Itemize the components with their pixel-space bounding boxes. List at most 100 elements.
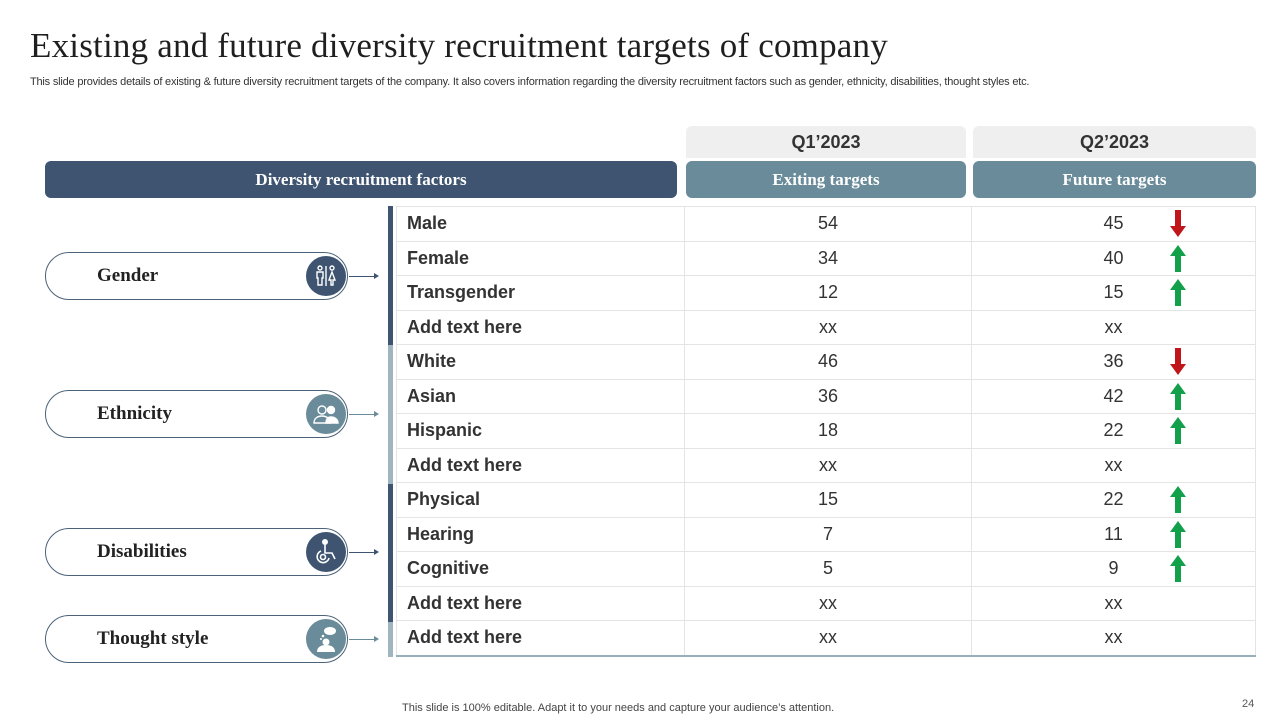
future-target-value: 22 xyxy=(1103,420,1124,441)
category-label: Disabilities xyxy=(97,541,187,562)
restroom-icon xyxy=(306,256,346,296)
table-row: Add text here xx xx xyxy=(396,447,1256,483)
row-label: Cognitive xyxy=(396,551,685,587)
thought-style-connector xyxy=(349,636,379,642)
future-target-value: 36 xyxy=(1103,351,1124,372)
future-target-cell: xx xyxy=(971,447,1256,483)
table-row: Physical 15 22 xyxy=(396,482,1256,518)
table-row: Add text here xx xx xyxy=(396,585,1256,621)
row-label: Hispanic xyxy=(396,413,685,449)
category-disabilities: Disabilities xyxy=(45,528,348,576)
row-label: Add text here xyxy=(396,620,685,656)
future-target-value: 15 xyxy=(1103,282,1124,303)
future-target-value: 22 xyxy=(1103,489,1124,510)
table-row: Hearing 7 11 xyxy=(396,516,1256,552)
arrow-up-icon xyxy=(1170,520,1186,548)
ethnicity-group-line xyxy=(388,345,393,484)
thinking-person-icon xyxy=(306,619,346,659)
arrow-down-icon xyxy=(1170,210,1186,237)
future-target-cell: xx xyxy=(971,620,1256,656)
future-target-value: 9 xyxy=(1108,558,1119,579)
existing-target-cell: 15 xyxy=(684,482,972,518)
table-row: Asian 36 42 xyxy=(396,378,1256,414)
arrow-up-icon xyxy=(1170,279,1186,306)
category-label: Ethnicity xyxy=(97,403,172,424)
future-target-cell: 9 xyxy=(971,551,1256,587)
future-target-value: xx xyxy=(1104,592,1123,613)
page-title: Existing and future diversity recruitmen… xyxy=(30,26,888,65)
people-group-icon xyxy=(306,394,346,434)
future-target-cell: 40 xyxy=(971,240,1256,276)
row-label: Hearing xyxy=(396,516,685,552)
existing-target-cell: 5 xyxy=(684,551,972,587)
row-label: Asian xyxy=(396,378,685,414)
row-label: Add text here xyxy=(396,447,685,483)
future-targets-header: Future targets xyxy=(973,161,1256,198)
table-row: Transgender 12 15 xyxy=(396,275,1256,311)
existing-target-cell: 36 xyxy=(684,378,972,414)
future-target-value: 45 xyxy=(1103,213,1124,234)
row-label: White xyxy=(396,344,685,380)
page-subtitle: This slide provides details of existing … xyxy=(30,76,1030,88)
table-row: Female 34 40 xyxy=(396,240,1256,276)
table-row: Hispanic 18 22 xyxy=(396,413,1256,449)
arrow-up-icon xyxy=(1170,555,1186,582)
ethnicity-connector xyxy=(349,411,379,417)
existing-target-cell: 46 xyxy=(684,344,972,380)
footer-note: This slide is 100% editable. Adapt it to… xyxy=(402,702,835,714)
gender-connector xyxy=(349,273,379,279)
existing-target-cell: 54 xyxy=(684,206,972,242)
arrow-up-icon xyxy=(1170,486,1186,513)
table-row: Add text here xx xx xyxy=(396,620,1256,656)
future-target-value: xx xyxy=(1104,454,1123,475)
row-label: Add text here xyxy=(396,585,685,621)
row-label: Male xyxy=(396,206,685,242)
existing-target-cell: 7 xyxy=(684,516,972,552)
existing-target-cell: 18 xyxy=(684,413,972,449)
existing-target-cell: xx xyxy=(684,620,972,656)
arrow-up-icon xyxy=(1170,244,1186,272)
arrow-down-icon xyxy=(1170,348,1186,375)
future-target-cell: xx xyxy=(971,585,1256,621)
existing-target-cell: xx xyxy=(684,585,972,621)
arrow-up-icon xyxy=(1170,382,1186,410)
category-gender: Gender xyxy=(45,252,348,300)
existing-target-cell: xx xyxy=(684,309,972,345)
table-row: Male 54 45 xyxy=(396,206,1256,242)
existing-target-cell: 34 xyxy=(684,240,972,276)
factors-header-bar: Diversity recruitment factors xyxy=(45,161,677,198)
future-target-value: xx xyxy=(1104,316,1123,337)
future-target-cell: 45 xyxy=(971,206,1256,242)
future-target-cell: 15 xyxy=(971,275,1256,311)
arrow-up-icon xyxy=(1170,417,1186,444)
future-target-cell: 22 xyxy=(971,482,1256,518)
future-target-value: 42 xyxy=(1103,385,1124,406)
category-thought-style: Thought style xyxy=(45,615,348,663)
future-target-value: xx xyxy=(1104,627,1123,648)
table-row: Add text here xx xx xyxy=(396,309,1256,345)
category-ethnicity: Ethnicity xyxy=(45,390,348,438)
future-target-cell: xx xyxy=(971,309,1256,345)
disabilities-connector xyxy=(349,549,379,555)
quarter-header-q1: Q1’2023 xyxy=(686,126,966,158)
future-target-value: 40 xyxy=(1103,247,1124,268)
gender-group-line xyxy=(388,206,393,345)
quarter-header-q2: Q2’2023 xyxy=(973,126,1256,158)
disabilities-group-line xyxy=(388,484,393,622)
category-label: Gender xyxy=(97,265,159,286)
wheelchair-icon xyxy=(306,532,346,572)
targets-table: Male 54 45 Female 34 40 Transgender 12 15 Add tex… xyxy=(396,206,1256,657)
row-label: Add text here xyxy=(396,309,685,345)
table-row: White 46 36 xyxy=(396,344,1256,380)
category-label: Thought style xyxy=(97,628,209,649)
future-target-cell: 22 xyxy=(971,413,1256,449)
thought-style-group-line xyxy=(388,622,393,657)
future-target-cell: 42 xyxy=(971,378,1256,414)
page-number: 24 xyxy=(1242,698,1255,710)
future-target-cell: 11 xyxy=(971,516,1256,552)
row-label: Transgender xyxy=(396,275,685,311)
future-target-value: 11 xyxy=(1104,523,1123,544)
future-target-cell: 36 xyxy=(971,344,1256,380)
row-label: Female xyxy=(396,240,685,276)
existing-targets-header: Exiting targets xyxy=(686,161,966,198)
